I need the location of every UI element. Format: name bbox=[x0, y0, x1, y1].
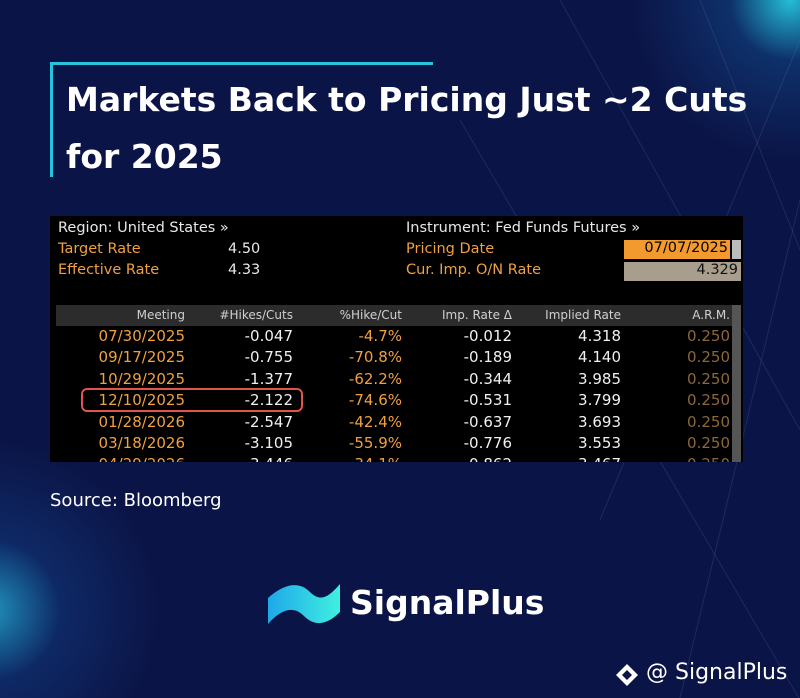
table-cell: 3.799 bbox=[578, 391, 621, 410]
table-cell: -2.122 bbox=[244, 391, 293, 410]
handle: @ SignalPlus bbox=[646, 660, 788, 685]
table-cell: -0.189 bbox=[463, 348, 512, 367]
source: Source: Bloomberg bbox=[50, 490, 222, 511]
region: Region: United States » bbox=[58, 220, 229, 236]
column-header: Implied Rate bbox=[545, 308, 621, 322]
table-cell: 0.250 bbox=[687, 434, 730, 452]
table-cell: 4.140 bbox=[578, 348, 621, 367]
brand-logo bbox=[268, 584, 340, 624]
table-cell: 3.467 bbox=[578, 455, 621, 462]
table-cell: 4.318 bbox=[578, 327, 621, 345]
field-label: Cur. Imp. O/N Rate bbox=[406, 262, 541, 278]
column-header: #Hikes/Cuts bbox=[219, 308, 293, 322]
column-header: Imp. Rate Δ bbox=[441, 308, 512, 322]
column-header: Meeting bbox=[136, 308, 185, 322]
table-cell: 04/29/2026 bbox=[99, 455, 185, 462]
table-cell: 01/28/2026 bbox=[98, 412, 185, 431]
table-cell: -0.862 bbox=[464, 455, 512, 462]
table-cell: 12/10/2025 bbox=[98, 391, 185, 410]
table-cell: 3.693 bbox=[578, 412, 621, 431]
table-cell: 0.250 bbox=[687, 391, 730, 410]
table-cell: 0.250 bbox=[687, 369, 730, 388]
scrollbar[interactable] bbox=[732, 305, 741, 462]
table-cell: -0.047 bbox=[244, 327, 293, 345]
table-cell: 09/17/2025 bbox=[98, 348, 185, 367]
table-cell: 3.985 bbox=[578, 369, 621, 388]
table-cell: -0.531 bbox=[463, 391, 512, 410]
field-value: 4.33 bbox=[228, 262, 261, 278]
column-header-bar bbox=[56, 305, 732, 326]
field-label: Target Rate bbox=[58, 241, 141, 257]
table-cell: 0.250 bbox=[687, 327, 730, 345]
table-cell: -55.9% bbox=[348, 434, 402, 452]
table-cell: -34.1% bbox=[349, 455, 402, 462]
title-line: Markets Back to Pricing Just ~2 Cuts bbox=[66, 80, 748, 119]
terminal-panel: Region: United States » Target Rate 4.50… bbox=[50, 216, 743, 462]
rate-field: 4.329 bbox=[624, 262, 741, 281]
table-cell: -4.7% bbox=[358, 327, 402, 345]
table-cell: 10/29/2025 bbox=[98, 369, 185, 388]
table-cell: 07/30/2025 bbox=[98, 327, 185, 345]
highlight bbox=[81, 388, 303, 412]
table-cell: 0.250 bbox=[687, 412, 730, 431]
column-header: A.R.M. bbox=[692, 308, 730, 322]
table-cell: -0.776 bbox=[463, 434, 512, 452]
table-cell: -0.637 bbox=[463, 412, 512, 431]
table-cell: -2.547 bbox=[244, 412, 293, 431]
field-label: Effective Rate bbox=[58, 262, 160, 278]
table-cell: -42.4% bbox=[348, 412, 402, 431]
field-value: 4.50 bbox=[228, 241, 261, 257]
table-cell: -1.377 bbox=[244, 369, 293, 388]
title-line: for 2025 bbox=[66, 137, 223, 176]
table-cell: 0.250 bbox=[687, 348, 730, 367]
handle-icon bbox=[616, 664, 638, 686]
instrument: Instrument: Fed Funds Futures » bbox=[406, 220, 641, 236]
table-cell: 0.250 bbox=[687, 455, 730, 462]
table-cell: -0.755 bbox=[244, 348, 293, 367]
table-cell: -0.344 bbox=[463, 369, 512, 388]
table-cell: -3.105 bbox=[244, 434, 293, 452]
brand-name: SignalPlus bbox=[350, 583, 545, 622]
table-cell: 3.553 bbox=[578, 434, 621, 452]
field-label: Pricing Date bbox=[406, 241, 495, 257]
table-cell: -74.6% bbox=[348, 391, 402, 410]
table-cell: -3.446 bbox=[245, 455, 293, 462]
table-cell: -70.8% bbox=[348, 348, 402, 367]
table-cell: -62.2% bbox=[348, 369, 402, 388]
table-cell: -0.012 bbox=[463, 327, 512, 345]
column-header: %Hike/Cut bbox=[339, 308, 402, 322]
date-input[interactable]: 07/07/2025 bbox=[624, 240, 730, 259]
table-cell: 03/18/2026 bbox=[98, 434, 185, 452]
calendar-button[interactable] bbox=[732, 240, 741, 259]
title-frame bbox=[50, 62, 433, 177]
